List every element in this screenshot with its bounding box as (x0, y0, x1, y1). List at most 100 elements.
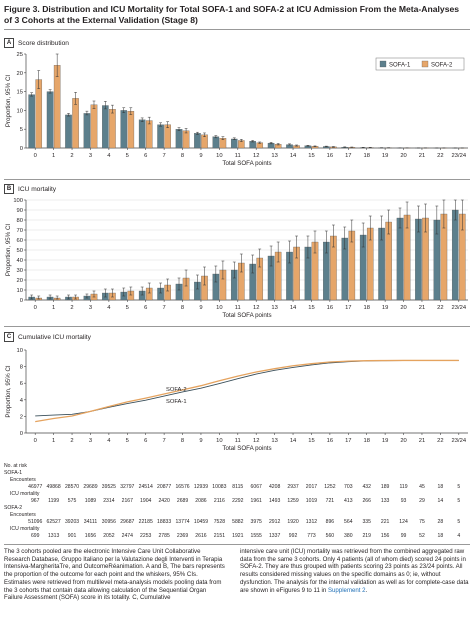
y-tick-label: 10 (17, 108, 23, 114)
at-risk-value: 1312 (305, 519, 318, 525)
x-tick-label: 2 (70, 305, 73, 311)
at-risk-value: 5 (457, 484, 461, 490)
x-tick-label: 5 (126, 153, 129, 159)
x-tick-label: 15 (308, 305, 314, 311)
at-risk-value: 16576 (175, 484, 190, 490)
panel-b-letter: B (4, 184, 14, 194)
at-risk-heading: No. at risk (4, 463, 27, 469)
x-tick-label: 19 (382, 305, 388, 311)
bar-sofa1 (28, 94, 35, 149)
x-tick-label: 19 (382, 153, 388, 159)
line-sofa1 (35, 360, 459, 417)
x-tick-label: 23/24 (452, 438, 467, 444)
title-rule (4, 29, 470, 30)
caption-right: intensive care unit (ICU) mortality was … (240, 548, 470, 594)
panel-a-letter: A (4, 38, 14, 48)
at-risk-value: 7528 (213, 519, 226, 525)
at-risk-value: 156 (380, 533, 390, 539)
at-risk-value: 1019 (305, 498, 318, 504)
x-tick-label: 22 (437, 153, 443, 159)
at-risk-value: 12939 (193, 484, 209, 490)
panel-b-rule (4, 326, 470, 327)
x-tick-label: 22 (437, 305, 443, 311)
x-tick-label: 21 (419, 305, 425, 311)
y-tick-label: 8 (20, 365, 23, 371)
at-risk-value: 5 (457, 519, 461, 525)
line-sofa2 (35, 359, 459, 423)
x-tick-label: 10 (216, 153, 222, 159)
y-tick-label: 0 (20, 431, 23, 437)
y-tick-label: 30 (17, 268, 23, 274)
at-risk-value: 24514 (138, 484, 153, 490)
supplement-link[interactable]: Supplement 2 (327, 586, 366, 594)
x-tick-label: 16 (327, 438, 333, 444)
at-risk-value: 1656 (84, 533, 97, 539)
at-risk-value: 22185 (138, 519, 153, 525)
panel-c-letter: C (4, 332, 14, 342)
x-tick-label: 2 (70, 153, 73, 159)
y-tick-label: 15 (17, 90, 23, 96)
at-risk-value: 896 (325, 519, 335, 525)
x-tick-label: 20 (400, 438, 406, 444)
y-tick-label: 2 (20, 414, 23, 420)
x-tick-label: 16 (327, 153, 333, 159)
x-tick-label: 1 (52, 305, 55, 311)
at-risk-value: 75 (419, 519, 425, 525)
caption-rule (4, 544, 470, 545)
x-tick-label: 20 (400, 305, 406, 311)
y-tick-label: 4 (20, 398, 24, 404)
x-tick-label: 13 (271, 153, 277, 159)
at-risk-value: 413 (344, 498, 353, 504)
bar-sofa2 (182, 130, 190, 149)
x-tick-label: 1 (52, 153, 55, 159)
bar-sofa1 (138, 119, 146, 149)
at-risk-value: 29687 (120, 519, 135, 525)
at-risk-value: 2052 (103, 533, 115, 539)
at-risk-value: 575 (67, 498, 77, 504)
x-axis-title: Total SOFA points (222, 160, 271, 167)
bar-sofa1 (157, 124, 164, 149)
at-risk-value: 2017 (305, 484, 318, 490)
x-tick-label: 0 (34, 438, 37, 444)
x-tick-label: 14 (290, 438, 297, 444)
y-tick-label: 40 (17, 258, 23, 264)
x-tick-label: 11 (235, 153, 241, 159)
at-risk-value: 2689 (176, 498, 189, 504)
at-risk-value: 51096 (28, 519, 43, 525)
panel-c-header: C Cumulative ICU mortality (4, 332, 91, 342)
x-tick-label: 11 (235, 438, 241, 444)
y-tick-label: 100 (13, 198, 23, 204)
at-risk-value: 10459 (193, 519, 209, 525)
at-risk-value: 699 (30, 533, 40, 539)
at-risk-value: 380 (344, 533, 353, 539)
at-risk-value: 2369 (176, 533, 189, 539)
at-risk-value: 28570 (64, 484, 80, 490)
at-risk-value: 1961 (250, 498, 262, 504)
at-risk-value: 221 (380, 519, 390, 525)
panel-c-label: Cumulative ICU mortality (18, 333, 91, 341)
at-risk-value: 219 (362, 533, 371, 539)
sofa1-encounters-label: Encounters (10, 477, 36, 483)
at-risk-value: 2151 (213, 533, 226, 539)
at-risk-value: 99 (400, 533, 407, 539)
y-axis-title: Proportion, 95% CI (5, 365, 12, 418)
legend-label-sofa1: SOFA-1 (389, 62, 411, 68)
x-tick-label: 8 (181, 305, 184, 311)
bar-sofa2 (164, 124, 171, 149)
x-tick-label: 9 (199, 438, 202, 444)
at-risk-value: 1199 (48, 498, 60, 504)
at-risk-value: 10083 (212, 484, 227, 490)
at-risk-value: 29689 (83, 484, 98, 490)
bar-sofa2 (72, 98, 79, 149)
x-tick-label: 12 (253, 305, 259, 311)
x-tick-label: 14 (290, 153, 297, 159)
at-risk-value: 564 (344, 519, 353, 525)
at-risk-value: 2785 (158, 533, 170, 539)
at-risk-value: 46977 (28, 484, 43, 490)
at-risk-value: 49868 (46, 484, 61, 490)
bar-sofa1 (175, 129, 183, 149)
panel-a-header: A Score distribution (4, 38, 69, 48)
at-risk-value: 2086 (195, 498, 207, 504)
x-tick-label: 12 (253, 153, 259, 159)
